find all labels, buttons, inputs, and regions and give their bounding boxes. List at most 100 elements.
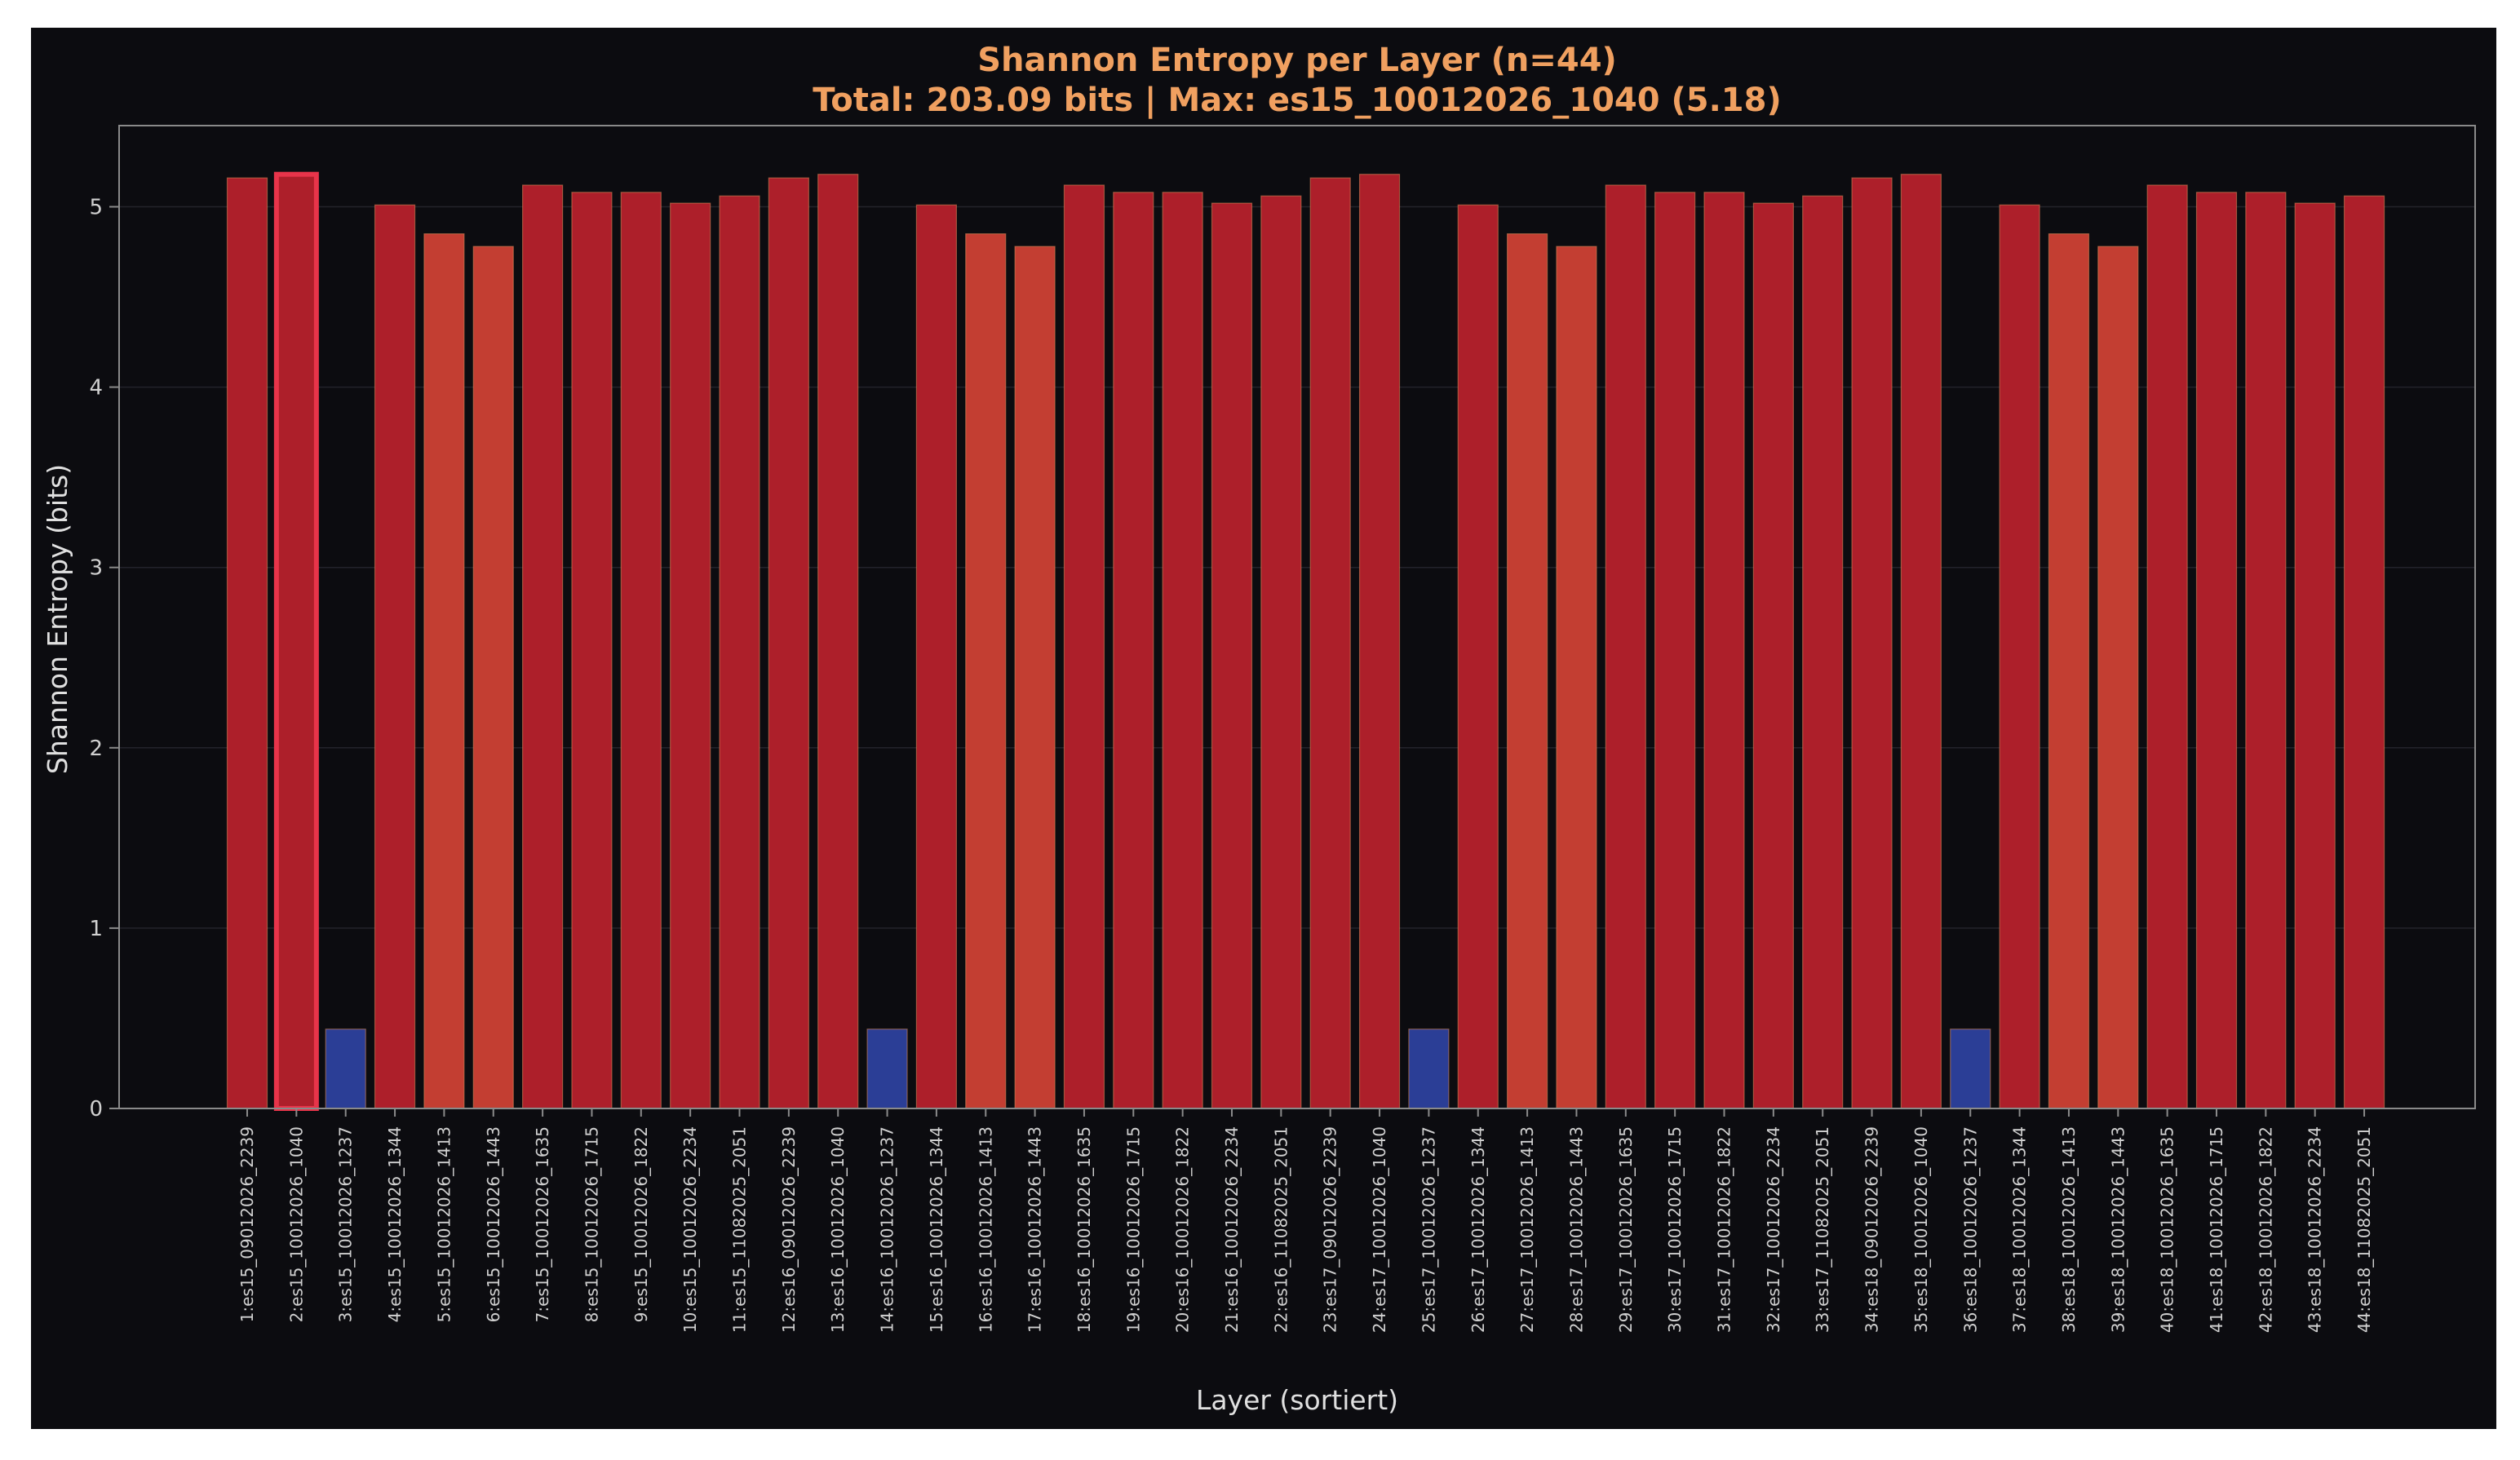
y-tick-label: 1 xyxy=(89,917,103,941)
x-tick-label: 11:es15_11082025_2051 xyxy=(730,1126,750,1333)
y-tick-label: 5 xyxy=(89,195,103,219)
x-tick-label: 2:es15_10012026_1040 xyxy=(286,1126,306,1322)
x-tick-label: 37:es18_10012026_1344 xyxy=(2010,1126,2030,1333)
x-tick-label: 20:es16_10012026_1822 xyxy=(1173,1126,1193,1333)
bar xyxy=(521,184,564,1109)
bar xyxy=(571,192,613,1109)
x-tick-label: 17:es16_10012026_1443 xyxy=(1025,1126,1045,1333)
x-tick-label: 39:es18_10012026_1443 xyxy=(2108,1126,2128,1333)
y-tick-label: 3 xyxy=(89,556,103,581)
x-tick-label: 42:es18_10012026_1822 xyxy=(2256,1126,2275,1333)
x-tick-label: 26:es17_10012026_1344 xyxy=(1468,1126,1488,1333)
bar xyxy=(1950,1029,1991,1109)
bar xyxy=(1556,246,1597,1109)
x-tick-label: 15:es16_10012026_1344 xyxy=(927,1126,946,1333)
x-tick-label: 6:es15_10012026_1443 xyxy=(484,1126,503,1322)
bar xyxy=(965,233,1007,1109)
x-tick-label: 28:es17_10012026_1443 xyxy=(1566,1126,1586,1333)
bar xyxy=(1358,174,1401,1109)
bar xyxy=(1752,202,1794,1109)
x-tick-label: 27:es17_10012026_1413 xyxy=(1517,1126,1537,1333)
bar xyxy=(1408,1029,1450,1109)
chart-panel: Shannon Entropy per Layer (n=44) Total: … xyxy=(31,28,2496,1429)
x-tick-label: 4:es15_10012026_1344 xyxy=(385,1126,405,1322)
chart-title: Shannon Entropy per Layer (n=44) xyxy=(977,42,1617,79)
y-axis: 0 1 2 3 4 5 xyxy=(89,195,119,1122)
x-tick-label: 36:es18_10012026_1237 xyxy=(1960,1126,1980,1333)
bar xyxy=(670,202,711,1109)
bar xyxy=(1851,177,1893,1109)
x-tick-label: 18:es16_10012026_1635 xyxy=(1074,1126,1094,1333)
x-tick-label: 33:es17_11082025_2051 xyxy=(1813,1126,1832,1333)
bar xyxy=(1014,246,1056,1109)
x-tick-label: 23:es17_09012026_2239 xyxy=(1321,1126,1340,1333)
bar xyxy=(2343,195,2385,1109)
bar xyxy=(1999,204,2040,1109)
x-axis: 1:es15_09012026_2239 2:es15_10012026_1040… xyxy=(237,1108,2374,1333)
bar xyxy=(1113,192,1154,1109)
y-tick-label: 0 xyxy=(89,1097,103,1122)
bar xyxy=(2195,192,2238,1109)
bar xyxy=(1457,204,1499,1109)
x-tick-label: 35:es18_10012026_1040 xyxy=(1911,1126,1931,1333)
bars xyxy=(226,171,2385,1111)
x-tick-label: 16:es16_10012026_1413 xyxy=(976,1126,995,1333)
x-tick-label: 5:es15_10012026_1413 xyxy=(434,1126,454,1322)
x-tick-label: 7:es15_10012026_1635 xyxy=(533,1126,552,1322)
x-tick-label: 10:es15_10012026_2234 xyxy=(680,1126,700,1333)
x-tick-label: 40:es18_10012026_1635 xyxy=(2158,1126,2177,1333)
x-tick-label: 30:es17_10012026_1715 xyxy=(1665,1126,1685,1333)
x-tick-label: 44:es18_11082025_2051 xyxy=(2354,1126,2374,1333)
x-tick-label: 19:es16_10012026_1715 xyxy=(1123,1126,1143,1333)
bar xyxy=(472,246,514,1109)
x-tick-label: 3:es15_10012026_1237 xyxy=(336,1126,356,1322)
x-tick-label: 32:es17_10012026_2234 xyxy=(1764,1126,1783,1333)
x-tick-label: 22:es16_11082025_2051 xyxy=(1271,1126,1291,1333)
bar xyxy=(1063,184,1105,1109)
bar xyxy=(1802,195,1844,1109)
x-tick-label: 21:es16_10012026_2234 xyxy=(1222,1126,1242,1333)
entropy-bar-chart: Shannon Entropy per Layer (n=44) Total: … xyxy=(42,42,2476,1416)
x-tick-label: 1:es15_09012026_2239 xyxy=(237,1126,257,1322)
x-tick-label: 41:es18_10012026_1715 xyxy=(2207,1126,2226,1333)
bar xyxy=(719,195,760,1109)
plot-frame xyxy=(118,125,2476,1109)
x-tick-label: 24:es17_10012026_1040 xyxy=(1370,1126,1389,1333)
x-tick-label: 38:es18_10012026_1413 xyxy=(2059,1126,2079,1333)
x-tick-label: 14:es16_10012026_1237 xyxy=(878,1126,897,1333)
bar xyxy=(1703,192,1745,1109)
chart-subtitle: Total: 203.09 bits | Max: es15_10012026_… xyxy=(813,82,1782,120)
bar xyxy=(2146,184,2188,1109)
bar xyxy=(915,204,958,1109)
bar xyxy=(1309,177,1351,1109)
y-tick-label: 4 xyxy=(89,376,103,400)
x-tick-label: 12:es16_09012026_2239 xyxy=(779,1126,799,1333)
bar xyxy=(866,1029,908,1109)
x-tick-label: 25:es17_10012026_1237 xyxy=(1419,1126,1438,1333)
x-tick-label: 29:es17_10012026_1635 xyxy=(1616,1126,1636,1333)
x-tick-label: 9:es15_10012026_1822 xyxy=(631,1126,651,1322)
bar-highlighted xyxy=(273,171,319,1111)
bar xyxy=(2245,192,2287,1109)
bar xyxy=(325,1029,366,1109)
bar xyxy=(1162,192,1203,1109)
bar xyxy=(817,174,859,1109)
bar xyxy=(2048,233,2090,1109)
bar xyxy=(2097,246,2139,1109)
bar xyxy=(226,177,268,1109)
bar xyxy=(1211,202,1253,1109)
bar xyxy=(768,177,809,1109)
bar xyxy=(1605,184,1646,1109)
bar xyxy=(620,192,662,1109)
x-tick-label: 43:es18_10012026_2234 xyxy=(2305,1126,2325,1333)
bar xyxy=(1506,233,1548,1109)
y-axis-label: Shannon Entropy (bits) xyxy=(42,464,73,774)
x-tick-label: 34:es18_09012026_2239 xyxy=(1862,1126,1882,1333)
bar xyxy=(1900,174,1942,1109)
x-tick-label: 31:es17_10012026_1822 xyxy=(1715,1126,1734,1333)
x-tick-label: 13:es16_10012026_1040 xyxy=(828,1126,848,1333)
x-axis-label: Layer (sortiert) xyxy=(1196,1384,1398,1416)
bar xyxy=(2294,202,2336,1109)
bar xyxy=(1654,192,1696,1109)
bar xyxy=(1260,195,1302,1109)
